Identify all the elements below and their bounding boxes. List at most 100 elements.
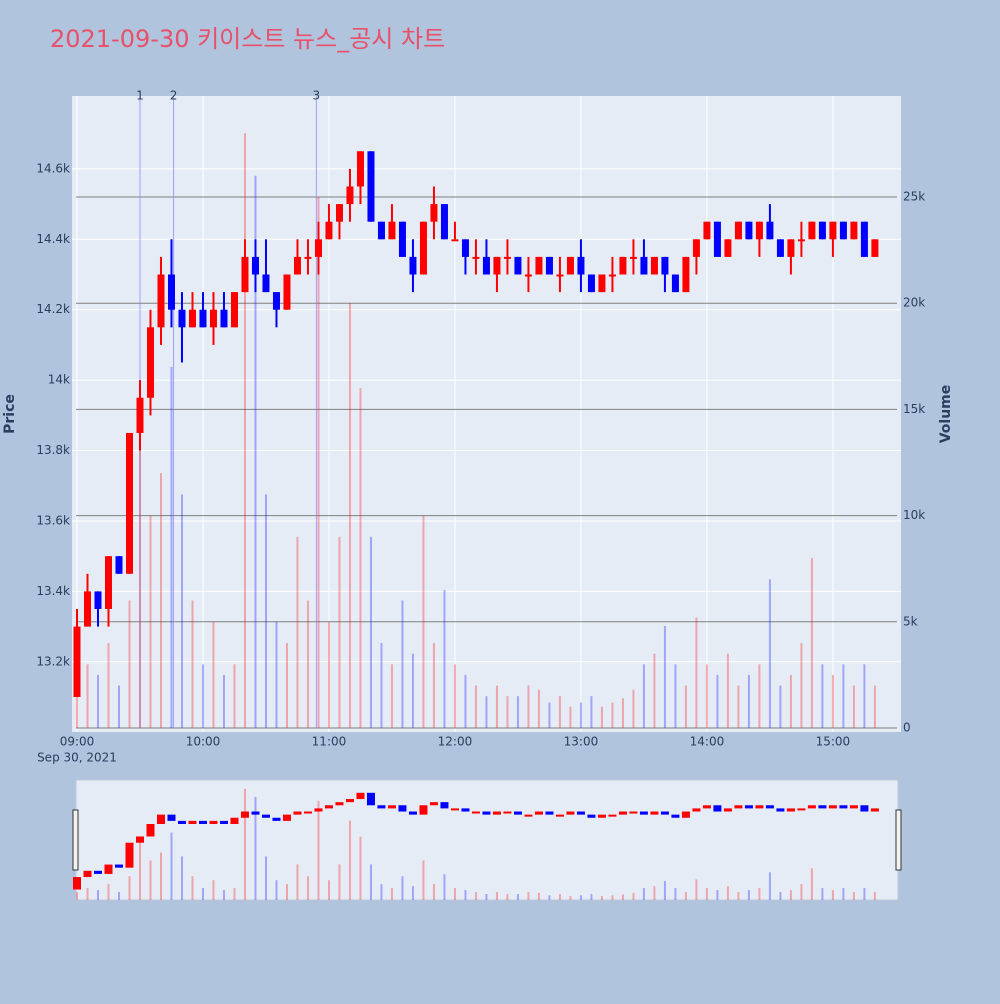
slider-candle: [744, 805, 753, 809]
slider-candle: [608, 814, 617, 817]
candle-body: [493, 256, 501, 275]
candle-body: [650, 256, 658, 275]
slider-handle[interactable]: [895, 809, 902, 871]
slider-candle: [681, 811, 690, 818]
y2-tick-label: 10k: [903, 508, 925, 522]
slider-candle: [135, 836, 144, 843]
volume-bar: [348, 303, 351, 728]
candle-body: [745, 221, 753, 240]
candle-body: [692, 239, 700, 257]
candle-body: [640, 256, 648, 275]
slider-candle: [839, 805, 848, 809]
candle-body: [251, 256, 259, 275]
slider-volume-bar: [327, 880, 330, 900]
slider-candle: [587, 814, 596, 818]
candle-body: [209, 309, 217, 328]
slider-volume-bar: [107, 884, 110, 900]
y2-tick-label: 20k: [903, 296, 925, 310]
slider-candle: [167, 814, 176, 821]
volume-bar: [233, 664, 236, 728]
slider-candle: [366, 792, 375, 806]
x-tick-label: 15:00: [816, 735, 851, 749]
slider-candle: [240, 811, 249, 818]
volume-bar: [569, 706, 572, 728]
volume-bar: [632, 689, 635, 728]
volume-bar: [76, 685, 78, 728]
volume-bar: [579, 702, 582, 728]
candle-body: [398, 221, 406, 257]
candle-body: [524, 274, 532, 277]
y2-tick-label: 15k: [903, 402, 925, 416]
slider-volume-bar: [170, 832, 173, 900]
annotation-label: 3: [313, 89, 321, 103]
candle-body: [734, 221, 742, 240]
volume-bar: [464, 674, 467, 728]
slider-volume-bar: [863, 888, 866, 900]
volume-bar: [327, 621, 330, 728]
slider-candle: [419, 805, 428, 815]
slider-volume-bar: [411, 886, 414, 900]
slider-volume-bar: [758, 888, 761, 900]
volume-bar: [821, 664, 824, 728]
candle-body: [73, 626, 81, 698]
slider-candle: [356, 792, 365, 800]
volume-bar: [726, 653, 729, 728]
slider-candle: [503, 811, 512, 814]
volume-bar: [296, 536, 299, 728]
candle-body: [335, 204, 343, 222]
y-tick-label: 14.6k: [36, 161, 70, 175]
slider-candle: [786, 808, 795, 812]
candle-body: [136, 397, 144, 433]
annotation-label: 1: [136, 89, 144, 103]
chart-title: 2021-09-30 키이스트 뉴스_공시 차트: [50, 25, 445, 53]
slider-volume-bar: [243, 788, 246, 900]
volume-bar: [768, 579, 771, 728]
slider-volume-bar: [464, 890, 467, 900]
candle-body: [472, 256, 480, 259]
slider-candle: [713, 805, 722, 812]
y2-tick-label: 0: [903, 721, 911, 735]
slider-volume-bar: [695, 879, 698, 900]
candle-body: [146, 327, 154, 398]
slider-candle: [723, 808, 732, 812]
slider-volume-bar: [663, 880, 666, 900]
candle-body: [125, 432, 133, 574]
slider-candle: [471, 811, 480, 814]
x-tick-label: 10:00: [186, 735, 221, 749]
slider-volume-bar: [348, 820, 351, 900]
slider-candle: [597, 814, 606, 818]
slider-volume-bar: [390, 888, 393, 900]
slider-volume-bar: [684, 892, 687, 900]
volume-bar: [422, 515, 425, 728]
candle-body: [776, 239, 784, 257]
volume-bar: [474, 685, 477, 728]
slider-volume-bar: [842, 888, 845, 900]
slider-candle: [114, 864, 123, 868]
candle-body: [850, 221, 858, 240]
candle-body: [241, 256, 249, 293]
volume-bar: [317, 196, 320, 728]
slider-candle: [125, 842, 134, 868]
volume-bar: [716, 674, 719, 728]
slider-volume-bar: [76, 892, 78, 900]
volume-bar: [810, 558, 813, 728]
candle-body: [167, 274, 175, 310]
slider-volume-bar: [737, 892, 740, 900]
slider-volume-bar: [852, 892, 855, 900]
slider-candle: [387, 805, 396, 809]
slider-volume-bar: [548, 895, 551, 900]
slider-volume-bar: [800, 884, 803, 900]
slider-handle[interactable]: [72, 809, 79, 871]
slider-candle: [345, 799, 354, 803]
candle-body: [115, 556, 123, 574]
slider-candle: [398, 805, 407, 812]
volume-bar: [96, 674, 99, 728]
range-slider[interactable]: [75, 779, 899, 901]
slider-volume-bar: [485, 894, 488, 900]
candle-body: [94, 591, 102, 609]
slider-candle: [524, 814, 533, 817]
slider-candle: [513, 811, 522, 815]
slider-volume-bar: [611, 895, 614, 900]
plot-area: [72, 96, 901, 732]
